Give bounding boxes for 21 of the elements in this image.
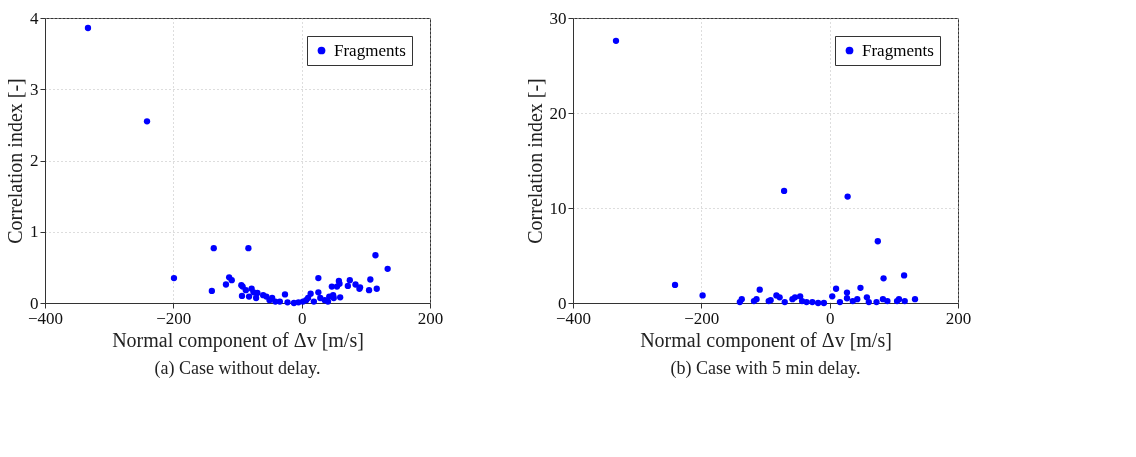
text: (b) Case with 5 min delay. <box>670 358 861 379</box>
x-axis-title: Normal component of Δv [m/s] <box>640 328 892 352</box>
text: (a) Case without delay. <box>154 358 321 379</box>
y-axis-title: Correlation index [-] <box>523 78 546 244</box>
x-tick-label: 200 <box>945 308 972 328</box>
y-tick-label: 20 <box>549 103 567 123</box>
x-tick-label: 0 <box>825 308 835 328</box>
y-tick-label: 3 <box>30 79 39 99</box>
y-tick-label: 4 <box>30 8 39 28</box>
legend-label: Fragments <box>334 40 406 60</box>
x-tick-label: 0 <box>297 308 307 328</box>
x-axis-title: Normal component of Δv [m/s] <box>112 328 364 352</box>
x-tick-label: −200 <box>684 308 720 328</box>
y-tick-label: 2 <box>30 151 39 170</box>
y-axis-title: Correlation index [-] <box>4 78 26 244</box>
x-tick-label: 200 <box>417 308 444 328</box>
y-tick-label: 30 <box>549 8 567 28</box>
legend-label: Fragments <box>862 40 934 60</box>
x-tick-label: −200 <box>156 308 192 328</box>
y-tick-label: 1 <box>30 222 39 242</box>
y-tick-label: 10 <box>549 198 567 218</box>
